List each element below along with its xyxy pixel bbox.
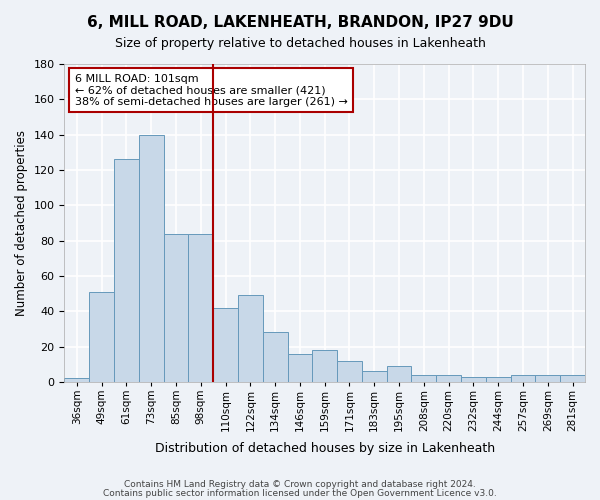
Bar (287, 354, 313, 382)
Bar (386, 366, 412, 382)
Bar (511, 375, 535, 382)
Bar (89, 292, 114, 382)
X-axis label: Distribution of detached houses by size in Lakenheath: Distribution of detached houses by size … (155, 442, 495, 455)
Text: Contains HM Land Registry data © Crown copyright and database right 2024.: Contains HM Land Registry data © Crown c… (124, 480, 476, 489)
Bar (139, 134, 164, 382)
Bar (337, 360, 362, 382)
Bar (436, 375, 461, 382)
Text: Contains public sector information licensed under the Open Government Licence v3: Contains public sector information licen… (103, 488, 497, 498)
Bar (64, 378, 89, 382)
Bar (188, 234, 213, 382)
Bar (362, 371, 386, 382)
Text: 6, MILL ROAD, LAKENHEATH, BRANDON, IP27 9DU: 6, MILL ROAD, LAKENHEATH, BRANDON, IP27 … (86, 15, 514, 30)
Text: 6 MILL ROAD: 101sqm
← 62% of detached houses are smaller (421)
38% of semi-detac: 6 MILL ROAD: 101sqm ← 62% of detached ho… (75, 74, 347, 106)
Bar (412, 375, 436, 382)
Bar (164, 234, 188, 382)
Bar (313, 350, 337, 382)
Bar (461, 376, 486, 382)
Bar (486, 376, 511, 382)
Bar (213, 308, 238, 382)
Text: Size of property relative to detached houses in Lakenheath: Size of property relative to detached ho… (115, 38, 485, 51)
Bar (114, 160, 139, 382)
Bar (238, 296, 263, 382)
Bar (535, 375, 560, 382)
Y-axis label: Number of detached properties: Number of detached properties (15, 130, 28, 316)
Bar (263, 332, 287, 382)
Bar (560, 375, 585, 382)
